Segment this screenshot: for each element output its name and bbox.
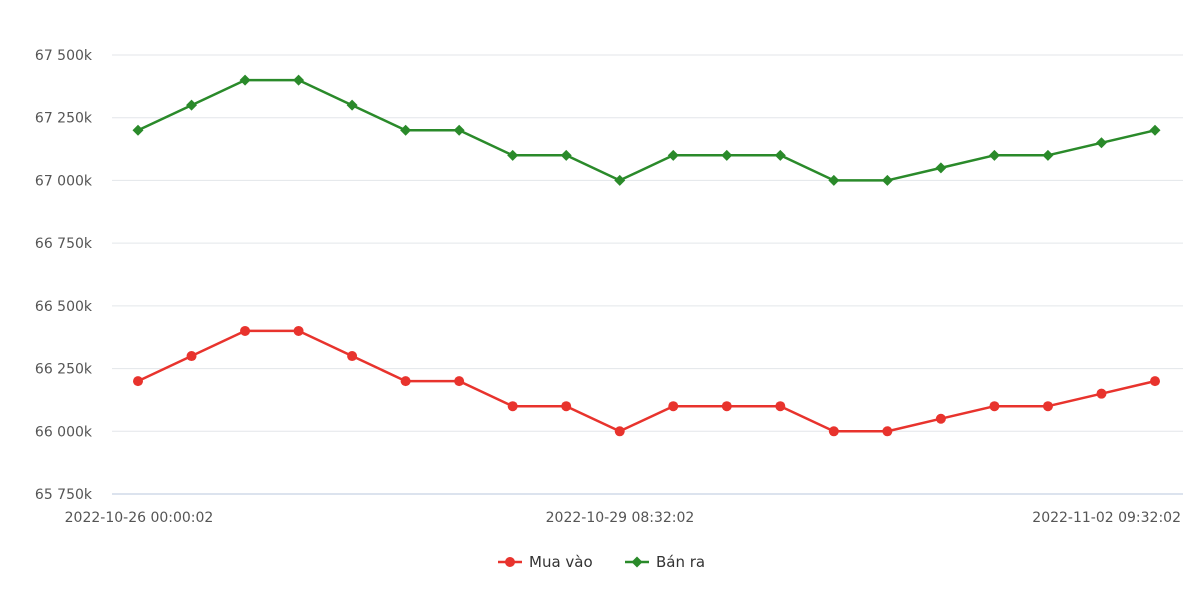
data-point[interactable] bbox=[1042, 401, 1053, 412]
data-point[interactable] bbox=[668, 401, 679, 412]
x-tick-label: 2022-11-02 09:32:02 bbox=[1032, 510, 1181, 526]
data-point[interactable] bbox=[346, 99, 358, 111]
y-tick-label: 67 000k bbox=[35, 173, 93, 189]
legend-item[interactable]: Bán ra bbox=[625, 553, 705, 571]
data-point[interactable] bbox=[614, 174, 626, 186]
data-point[interactable] bbox=[828, 426, 839, 437]
data-point[interactable] bbox=[186, 351, 197, 362]
y-tick-label: 66 500k bbox=[35, 299, 93, 315]
data-point[interactable] bbox=[293, 74, 305, 86]
legend-label: Bán ra bbox=[656, 553, 705, 571]
legend-marker bbox=[505, 557, 515, 567]
data-point[interactable] bbox=[560, 149, 572, 161]
data-point[interactable] bbox=[614, 426, 625, 437]
data-point[interactable] bbox=[561, 401, 572, 412]
data-point[interactable] bbox=[507, 401, 518, 412]
legend-label: Mua vào bbox=[529, 553, 593, 571]
data-point[interactable] bbox=[1149, 124, 1161, 136]
data-point[interactable] bbox=[132, 124, 144, 136]
y-tick-label: 66 250k bbox=[35, 362, 93, 378]
data-point[interactable] bbox=[667, 149, 679, 161]
data-point[interactable] bbox=[293, 325, 304, 336]
data-point[interactable] bbox=[989, 401, 1000, 412]
data-point[interactable] bbox=[1150, 376, 1160, 387]
data-point[interactable] bbox=[239, 74, 251, 86]
data-point[interactable] bbox=[988, 149, 1000, 161]
data-point[interactable] bbox=[1042, 149, 1054, 161]
data-point[interactable] bbox=[507, 149, 519, 161]
x-tick-label: 2022-10-29 08:32:02 bbox=[546, 510, 695, 526]
data-point[interactable] bbox=[400, 376, 411, 387]
y-tick-label: 67 500k bbox=[35, 48, 93, 64]
data-point[interactable] bbox=[240, 325, 251, 336]
data-point[interactable] bbox=[935, 162, 947, 174]
data-point[interactable] bbox=[881, 174, 893, 186]
data-point[interactable] bbox=[453, 124, 465, 136]
data-point[interactable] bbox=[347, 351, 358, 362]
legend-marker bbox=[631, 556, 643, 568]
data-point[interactable] bbox=[400, 124, 412, 136]
y-tick-label: 66 750k bbox=[35, 236, 93, 252]
x-tick-label: 2022-10-26 00:00:02 bbox=[65, 510, 214, 526]
series-line bbox=[136, 78, 1157, 182]
data-point[interactable] bbox=[775, 401, 786, 412]
data-point[interactable] bbox=[828, 174, 840, 186]
data-point[interactable] bbox=[454, 376, 465, 387]
series-line bbox=[136, 329, 1157, 433]
data-point[interactable] bbox=[882, 426, 893, 437]
y-tick-label: 66 000k bbox=[35, 424, 93, 440]
data-point[interactable] bbox=[1096, 388, 1107, 399]
data-point[interactable] bbox=[721, 149, 733, 161]
y-tick-label: 65 750k bbox=[35, 487, 93, 503]
data-point[interactable] bbox=[774, 149, 786, 161]
data-point[interactable] bbox=[721, 401, 732, 412]
legend-item[interactable]: Mua vào bbox=[498, 553, 593, 571]
data-point[interactable] bbox=[1095, 137, 1107, 149]
data-point[interactable] bbox=[186, 99, 198, 111]
data-point[interactable] bbox=[133, 376, 143, 387]
data-point[interactable] bbox=[935, 413, 946, 424]
y-tick-label: 67 250k bbox=[35, 111, 93, 127]
